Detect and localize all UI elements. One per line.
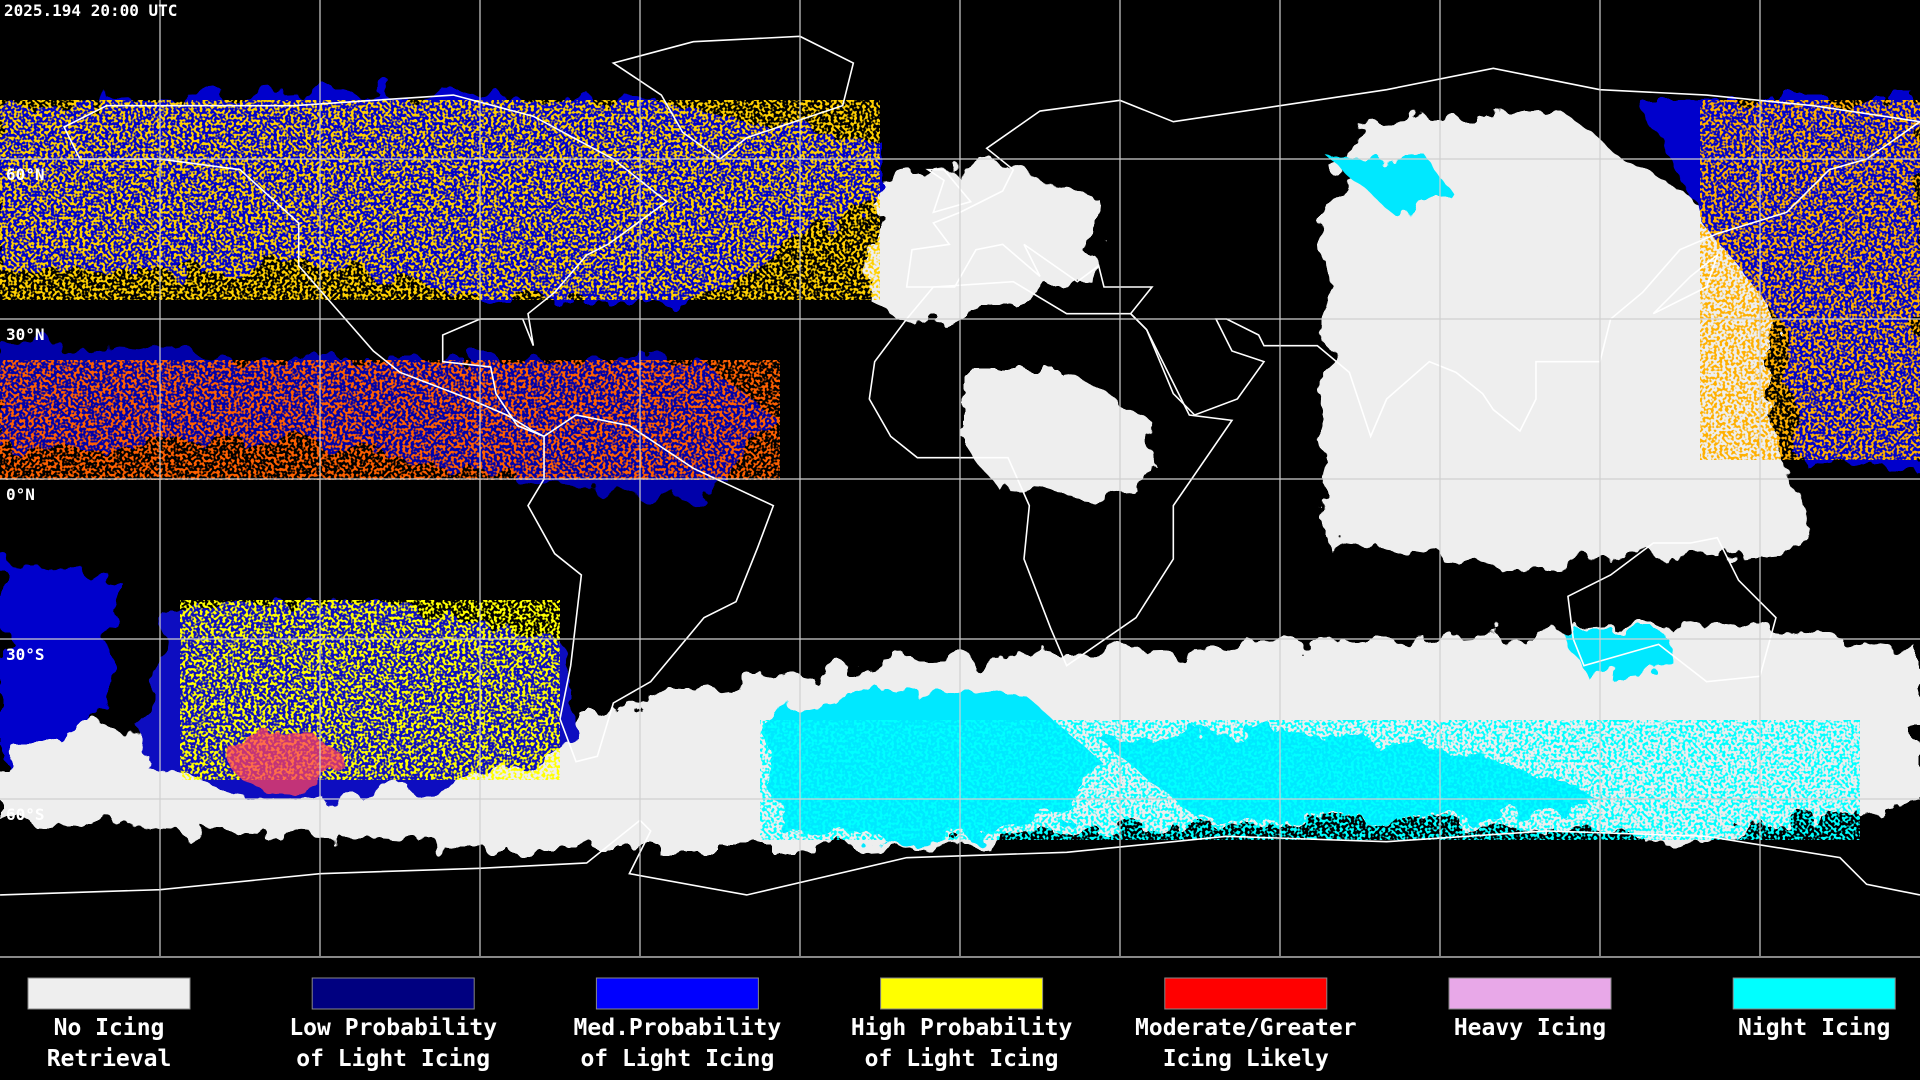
legend-label: Med.Probability	[574, 1015, 782, 1041]
legend-label: of Light Icing	[865, 1046, 1059, 1072]
icing-speckle	[0, 100, 1920, 840]
legend-label: Heavy Icing	[1454, 1015, 1606, 1041]
legend-swatch	[1164, 977, 1328, 1010]
latitude-label: 60°S	[6, 805, 45, 824]
moderate-icing-area	[230, 730, 340, 790]
legend-swatch	[311, 977, 475, 1010]
legend-swatch	[1732, 977, 1896, 1010]
legend-swatch	[595, 977, 759, 1010]
legend-swatch	[1448, 977, 1612, 1010]
graticule	[0, 0, 1920, 957]
latitude-label: 60°N	[6, 165, 45, 184]
legend-label: of Light Icing	[296, 1046, 490, 1072]
legend-label: Low Probability	[289, 1015, 497, 1041]
legend-label: of Light Icing	[580, 1046, 774, 1072]
latitude-label: 0°N	[6, 485, 35, 504]
latitude-label: 30°S	[6, 645, 45, 664]
legend-swatch	[880, 977, 1044, 1010]
legend-swatch	[27, 977, 191, 1010]
legend-label: Moderate/Greater	[1135, 1015, 1357, 1041]
legend-label: High Probability	[851, 1015, 1073, 1041]
legend-label: Icing Likely	[1163, 1046, 1329, 1072]
coastlines	[0, 36, 1920, 895]
legend: No Icing Retrieval Low Probability of Light…	[27, 977, 1896, 1072]
latitude-label: 30°N	[6, 325, 45, 344]
legend-label: Night Icing	[1738, 1015, 1890, 1041]
legend-label: No Icing	[54, 1015, 165, 1041]
legend-label: Retrieval	[47, 1046, 172, 1072]
timestamp: 2025.194 20:00 UTC	[4, 1, 177, 20]
